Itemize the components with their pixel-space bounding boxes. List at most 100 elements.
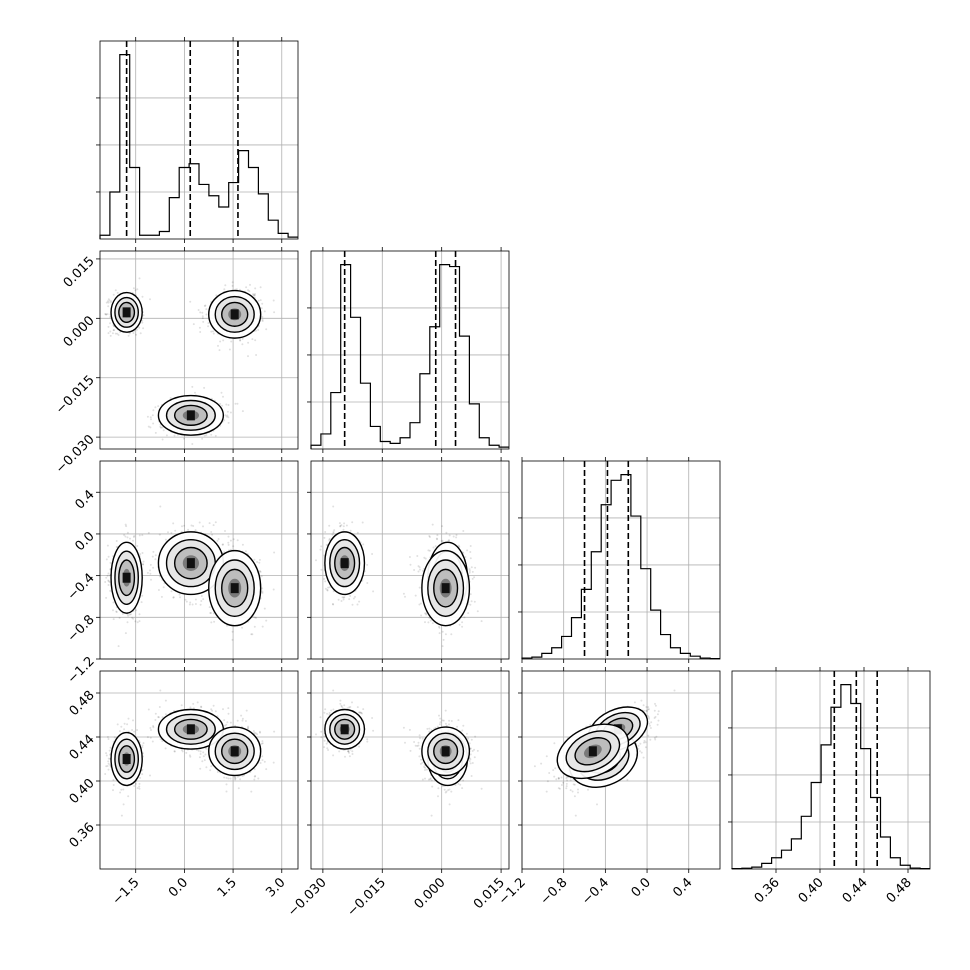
sample-point [170,590,173,593]
axes-frame [310,460,510,660]
sample-point [128,332,131,335]
sample-point [435,537,438,540]
sample-point [123,728,126,731]
sample-point [141,295,144,298]
sample-point [211,533,214,536]
sample-point [258,558,261,561]
sample-point [260,307,263,310]
sample-point [349,529,352,532]
sample-point [104,313,107,315]
sample-point [140,601,143,604]
sample-point [450,633,453,636]
hist-panel-3 [728,667,931,873]
sample-point [470,566,473,569]
sample-point [212,524,215,527]
sample-point [331,533,334,536]
sample-point [245,286,248,289]
sample-point [247,355,249,358]
sample-point [182,437,185,440]
density-peak [122,307,131,318]
sample-point [149,426,152,429]
sample-point [413,569,416,571]
sample-point [207,322,210,325]
sample-point [207,325,210,328]
sample-point [106,574,109,577]
sample-point [132,539,134,542]
sample-point [106,313,109,316]
sample-point [436,538,439,541]
sample-point [149,569,151,572]
sample-point [447,539,450,542]
sample-point [160,595,163,598]
sample-point [154,431,157,434]
sample-point [122,803,125,806]
scatter-panel-2-1 [307,457,510,663]
sample-point [420,614,423,617]
sample-point [265,619,268,622]
sample-point [122,788,125,791]
sample-point [227,541,230,544]
sample-point [470,600,473,603]
sample-point [432,546,435,549]
sample-point [107,305,110,308]
sample-point [115,540,118,542]
sample-point [225,415,228,418]
contour-line [214,559,255,617]
sample-point [218,349,221,352]
sample-point [332,603,335,606]
sample-point [133,535,136,537]
sample-point [178,593,181,596]
sample-point [138,613,141,616]
contour-line [110,541,143,614]
sample-point [423,556,426,559]
sample-point [265,328,268,331]
sample-point [261,591,264,594]
sample-point [157,589,160,591]
sample-point [457,544,460,547]
sample-point [259,286,262,289]
sample-point [464,556,467,558]
sample-point [222,395,224,398]
sample-point [254,293,256,295]
sample-point [154,558,157,561]
contour-line [421,549,471,627]
sample-point [448,539,451,542]
sample-point [128,613,131,616]
sample-point [438,626,441,629]
sample-point [427,621,430,624]
sample-point [202,525,204,528]
sample-point [216,539,219,542]
sample-point [134,289,137,292]
sample-point [215,294,218,297]
sample-point [212,330,215,333]
sample-point [249,283,251,286]
sample-point [255,616,257,619]
sample-point [223,288,226,291]
contour-line [114,296,140,328]
sample-point [146,415,149,418]
sample-point [332,505,335,508]
sample-point [421,569,424,572]
sample-point [199,311,202,314]
contour-line [110,291,143,333]
sample-point [194,603,197,605]
sample-point [109,334,112,337]
sample-point [239,339,242,341]
sample-point [466,549,469,552]
sample-point [107,301,110,304]
sample-point [170,532,173,534]
sample-point [107,762,110,765]
contour-line [324,531,366,596]
sample-point [201,317,204,320]
sample-point [219,340,222,343]
sample-point [223,419,226,422]
sample-point [328,539,331,542]
sample-point [229,539,232,542]
sample-point [366,563,369,566]
sample-point [210,330,213,333]
sample-point [231,281,234,284]
sample-point [331,603,334,605]
sample-point [234,402,237,405]
sample-point [441,630,444,633]
